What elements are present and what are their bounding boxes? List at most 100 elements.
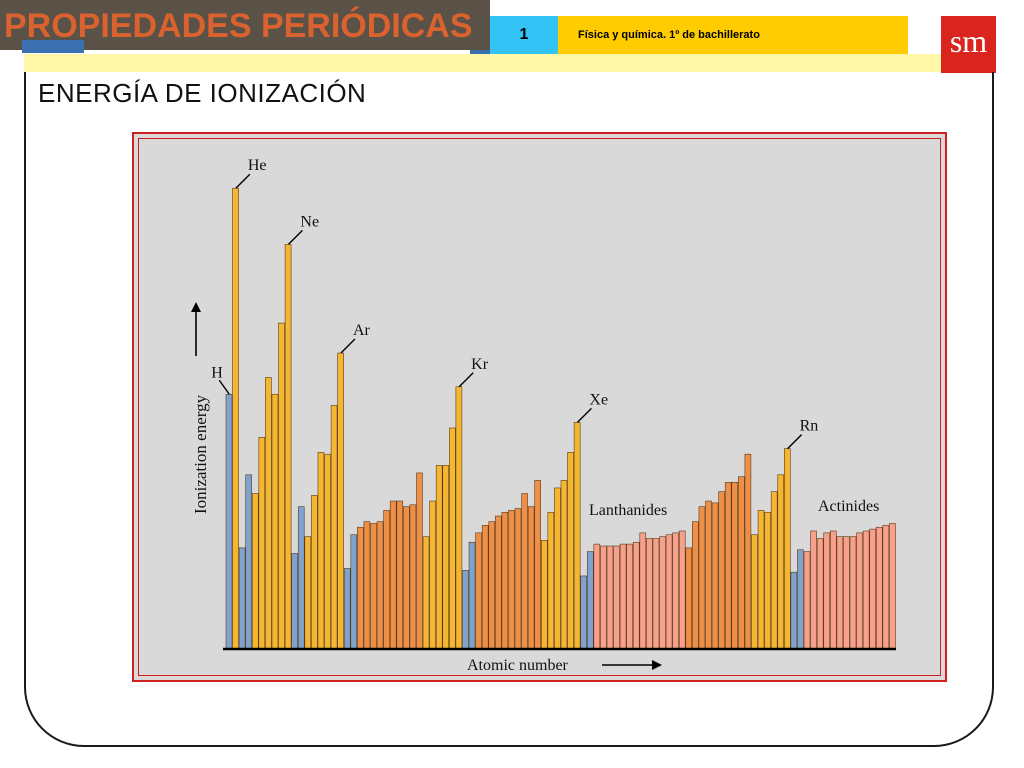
- bar-element-74: [705, 500, 712, 650]
- label-leader-h: [218, 379, 230, 395]
- bar-element-86: [784, 448, 791, 650]
- bar-element-66: [652, 538, 660, 650]
- element-label-h: H: [211, 364, 223, 381]
- chart-panel-inner-border: [138, 138, 941, 676]
- subject-label: Física y química. 1º de bachillerato: [558, 16, 908, 54]
- header-strip: [24, 54, 941, 72]
- element-label-kr: Kr: [471, 356, 489, 373]
- bar-element-63: [632, 541, 640, 650]
- bar-element-51: [554, 487, 561, 650]
- bar-element-87: [790, 571, 798, 650]
- bar-element-10: [284, 244, 292, 650]
- label-leader-ar: [340, 338, 356, 354]
- label-leader-kr: [458, 372, 474, 388]
- bar-element-72: [692, 521, 699, 650]
- bar-element-84: [770, 491, 778, 650]
- label-leader-ne: [287, 229, 303, 245]
- bar-element-41: [488, 521, 496, 650]
- bar-element-7: [265, 377, 272, 650]
- bar-element-6: [258, 437, 266, 650]
- bar-element-31: [422, 536, 430, 650]
- bar-element-36: [455, 386, 463, 650]
- bar-element-2: [232, 187, 239, 650]
- bar-element-101: [882, 525, 890, 650]
- y-axis-label: Ionization energy: [191, 394, 210, 514]
- bar-element-97: [856, 532, 863, 650]
- bar-element-100: [875, 526, 883, 650]
- bar-element-81: [751, 534, 758, 650]
- bar-element-11: [291, 553, 298, 650]
- bar-element-61: [619, 543, 627, 650]
- bar-element-59: [606, 545, 614, 650]
- bar-element-17: [330, 405, 338, 650]
- bar-element-79: [738, 476, 745, 650]
- bar-element-43: [501, 511, 509, 650]
- bar-element-34: [442, 465, 450, 650]
- bar-element-55: [580, 575, 587, 650]
- bar-element-60: [613, 545, 620, 650]
- bar-element-88: [797, 549, 804, 650]
- bar-element-58: [600, 545, 607, 650]
- element-label-ne: Ne: [300, 213, 319, 230]
- x-axis-label: Atomic number: [467, 657, 569, 674]
- bar-element-75: [711, 502, 719, 650]
- bar-element-38: [468, 541, 476, 650]
- header-accent-strip: [470, 50, 490, 54]
- bar-element-65: [646, 538, 653, 650]
- chart-panel: He Ne Ar Kr Xe Rn H Lanthanides Actinides Atomic …: [132, 132, 947, 682]
- bar-element-4: [245, 474, 252, 650]
- bar-element-46: [521, 493, 528, 650]
- bar-element-30: [416, 472, 423, 650]
- bar-element-14: [311, 495, 318, 650]
- bar-element-8: [271, 393, 279, 650]
- bar-element-96: [849, 536, 857, 650]
- bar-element-23: [370, 523, 377, 650]
- y-axis-arrowhead: [191, 302, 201, 312]
- header-accent-bar: [22, 40, 84, 53]
- bar-element-77: [724, 481, 732, 650]
- bar-element-67: [659, 536, 666, 650]
- bar-element-68: [665, 534, 673, 650]
- bar-element-94: [836, 536, 844, 650]
- bar-element-24: [376, 521, 384, 650]
- bar-element-48: [534, 480, 542, 650]
- bar-element-12: [297, 506, 305, 650]
- bar-element-52: [560, 480, 568, 650]
- group-label-actinides: Actinides: [818, 498, 879, 515]
- bar-element-99: [869, 528, 876, 650]
- bar-element-54: [573, 422, 581, 650]
- bar-element-64: [639, 532, 647, 650]
- bar-element-18: [337, 352, 344, 650]
- bar-element-21: [357, 526, 364, 650]
- bar-element-28: [403, 506, 410, 650]
- bar-element-27: [396, 500, 404, 650]
- bar-element-29: [409, 504, 417, 650]
- label-leader-xe: [576, 407, 592, 423]
- bar-element-98: [862, 530, 870, 650]
- bar-element-20: [350, 534, 358, 650]
- bar-element-19: [343, 568, 351, 650]
- bar-element-62: [626, 543, 633, 650]
- bar-element-91: [816, 538, 824, 650]
- bar-element-15: [317, 452, 325, 650]
- bar-element-1: [225, 393, 233, 650]
- bar-element-9: [278, 322, 285, 650]
- bar-element-25: [383, 510, 390, 650]
- bar-element-22: [363, 521, 371, 650]
- bar-element-93: [830, 530, 837, 650]
- bar-element-39: [475, 532, 482, 650]
- chapter-number: 1: [490, 16, 558, 54]
- bar-element-3: [238, 547, 246, 650]
- bar-element-69: [672, 532, 679, 650]
- group-label-lanthanides: Lanthanides: [589, 502, 667, 519]
- bar-element-40: [481, 525, 489, 650]
- bar-element-37: [462, 570, 469, 650]
- bar-element-82: [757, 510, 765, 650]
- x-axis-arrowhead: [652, 660, 662, 670]
- bar-element-80: [744, 453, 752, 650]
- bar-element-45: [514, 508, 522, 650]
- bar-element-89: [803, 551, 811, 650]
- bar-element-92: [823, 532, 831, 650]
- label-leader-rn: [787, 434, 803, 450]
- bar-element-70: [678, 530, 686, 650]
